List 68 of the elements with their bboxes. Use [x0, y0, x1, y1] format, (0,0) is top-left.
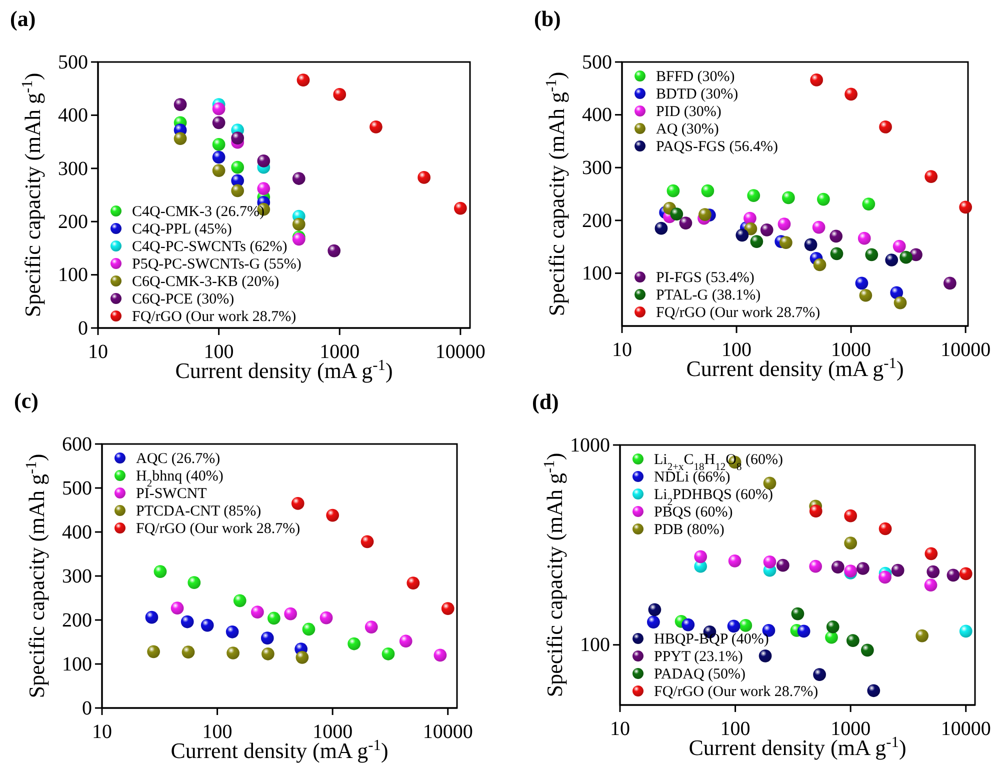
y-tick-label: 1000	[570, 434, 610, 456]
y-tick-label: 300	[58, 158, 88, 180]
y-tick-label: 300	[62, 565, 92, 588]
legend-label: C6Q-PCE (30%)	[132, 292, 234, 308]
legend-label: FQ/rGO (Our work 28.7%)	[132, 309, 296, 325]
legend-label: H$_{2}$bhnq (40%)	[136, 468, 224, 489]
legend-label: PID (30%)	[656, 104, 722, 120]
x-tick-label: 1000	[831, 339, 872, 361]
y-tick-label: 500	[62, 477, 92, 500]
legend-label: PTAL-G (38.1%)	[656, 288, 761, 304]
x-tick-label: 1000	[830, 718, 871, 740]
y-tick-label: 0	[82, 697, 92, 720]
x-tick-label: 100	[722, 339, 752, 361]
x-tick-label: 10000	[435, 341, 486, 363]
legend-label: PTCDA-CNT (85%)	[136, 504, 262, 520]
chart-title: (c)	[14, 388, 38, 413]
legend-label: P5Q-PC-SWCNTs-G (55%)	[132, 256, 302, 272]
legend-label: NDLi (66%)	[654, 470, 730, 486]
legend-label: C4Q-PC-SWCNTs (62%)	[132, 239, 288, 255]
x-tick-label: 10	[92, 721, 112, 743]
legend-label: PI-FGS (53.4%)	[656, 270, 754, 286]
legend-label: AQC (26.7%)	[136, 451, 220, 467]
chart-title: (b)	[534, 6, 561, 31]
x-tick-label: 10	[88, 341, 108, 363]
x-tick-label: 10000	[422, 721, 473, 743]
y-tick-label: 100	[62, 653, 92, 676]
legend-label: FQ/rGO (Our work 28.7%)	[136, 521, 300, 537]
legend-label: PAQS-FGS (56.4%)	[656, 139, 778, 155]
y-tick-label: 600	[62, 433, 92, 456]
y-tick-label: 200	[62, 609, 92, 632]
x-tick-label: 100	[202, 721, 232, 743]
y-tick-label: 500	[58, 51, 88, 74]
y-tick-label: 200	[58, 211, 88, 233]
legend-label: C4Q-PPL (45%)	[132, 222, 232, 238]
x-tick-label: 10	[610, 718, 630, 740]
y-tick-label: 0	[78, 317, 88, 340]
legend-label: PPYT (23.1%)	[654, 649, 743, 665]
legend-label: PBQS (60%)	[654, 504, 733, 520]
y-tick-label: 500	[582, 51, 612, 74]
x-tick-label: 1000	[320, 341, 360, 363]
legend-label: C4Q-CMK-3 (26.7%)	[132, 204, 264, 220]
y-tick-label: 100	[58, 264, 88, 286]
legend-label: HBQP-BQP (40%)	[654, 632, 769, 648]
y-tick-label: 100	[582, 262, 612, 285]
y-tick-label: 400	[62, 521, 92, 544]
legend-label: PDB (80%)	[654, 522, 724, 538]
x-tick-label: 10000	[940, 339, 991, 361]
legend-label: BFFD (30%)	[656, 69, 735, 85]
legend-label: AQ (30%)	[656, 122, 719, 138]
chart-title: (a)	[10, 6, 36, 31]
x-tick-label: 1000	[312, 721, 353, 743]
legend-label: C6Q-CMK-3-KB (20%)	[132, 274, 280, 290]
legend-label: FQ/rGO (Our work 28.7%)	[654, 684, 818, 700]
y-tick-label: 200	[582, 210, 612, 232]
y-tick-label: 400	[582, 104, 612, 126]
legend-label: BDTD (30%)	[656, 86, 738, 102]
legend-label: PI-SWCNT	[136, 486, 207, 502]
y-tick-label: 300	[582, 157, 612, 179]
legend-label: PADAQ (50%)	[654, 666, 746, 682]
legend-label: Li$_{2}$PDHBQS (60%)	[654, 487, 774, 508]
y-tick-label: 400	[58, 104, 88, 127]
legend-label: FQ/rGO (Our work 28.7%)	[656, 305, 820, 321]
x-tick-label: 100	[720, 718, 750, 740]
x-tick-label: 10	[612, 339, 632, 361]
chart-title: (d)	[532, 389, 559, 414]
x-tick-label: 100	[204, 341, 234, 363]
y-tick-label: 100	[580, 634, 610, 656]
x-tick-label: 10000	[940, 718, 991, 740]
